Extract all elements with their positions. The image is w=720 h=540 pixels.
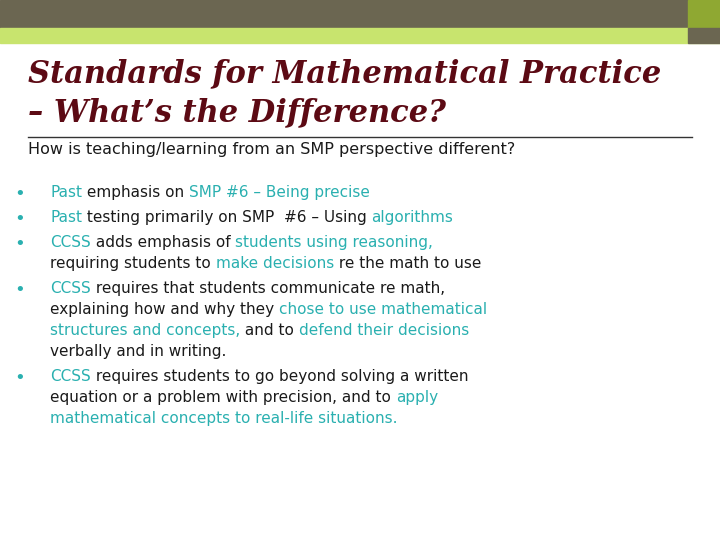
Text: explaining how and why they: explaining how and why they <box>50 302 279 317</box>
Bar <box>688 28 720 43</box>
Text: requires students to go beyond solving a written: requires students to go beyond solving a… <box>91 369 468 384</box>
Bar <box>0 28 720 43</box>
Text: – What’s the Difference?: – What’s the Difference? <box>28 97 446 128</box>
Text: algorithms: algorithms <box>372 210 454 225</box>
Text: Standards for Mathematical Practice: Standards for Mathematical Practice <box>28 58 661 89</box>
Text: and to: and to <box>240 323 299 338</box>
Text: •: • <box>14 235 24 253</box>
Text: make decisions: make decisions <box>215 256 334 271</box>
Bar <box>688 0 720 28</box>
Text: chose to use mathematical: chose to use mathematical <box>279 302 487 317</box>
Text: CCSS: CCSS <box>50 281 91 296</box>
Text: requiring students to: requiring students to <box>50 256 215 271</box>
Text: students using reasoning,: students using reasoning, <box>235 235 433 250</box>
Text: •: • <box>14 369 24 387</box>
Text: •: • <box>14 281 24 299</box>
Text: defend their decisions: defend their decisions <box>299 323 469 338</box>
Text: emphasis on: emphasis on <box>82 185 189 200</box>
Text: •: • <box>14 210 24 228</box>
Text: structures and concepts,: structures and concepts, <box>50 323 240 338</box>
Text: adds emphasis of: adds emphasis of <box>91 235 235 250</box>
Text: How is teaching/learning from an SMP perspective different?: How is teaching/learning from an SMP per… <box>28 142 516 157</box>
Text: equation or a problem with precision, and to: equation or a problem with precision, an… <box>50 390 396 405</box>
Text: •: • <box>14 185 24 203</box>
Text: verbally and in writing.: verbally and in writing. <box>50 344 226 359</box>
Text: CCSS: CCSS <box>50 235 91 250</box>
Text: SMP #6 – Being precise: SMP #6 – Being precise <box>189 185 370 200</box>
Text: testing primarily on SMP  #6 – Using: testing primarily on SMP #6 – Using <box>82 210 372 225</box>
Text: Past: Past <box>50 210 82 225</box>
Text: apply: apply <box>396 390 438 405</box>
Text: CCSS: CCSS <box>50 369 91 384</box>
Text: requires that students communicate re math,: requires that students communicate re ma… <box>91 281 445 296</box>
Text: mathematical concepts to real-life situations.: mathematical concepts to real-life situa… <box>50 411 397 426</box>
Bar <box>0 0 720 28</box>
Text: re the math to use: re the math to use <box>334 256 481 271</box>
Text: Past: Past <box>50 185 82 200</box>
